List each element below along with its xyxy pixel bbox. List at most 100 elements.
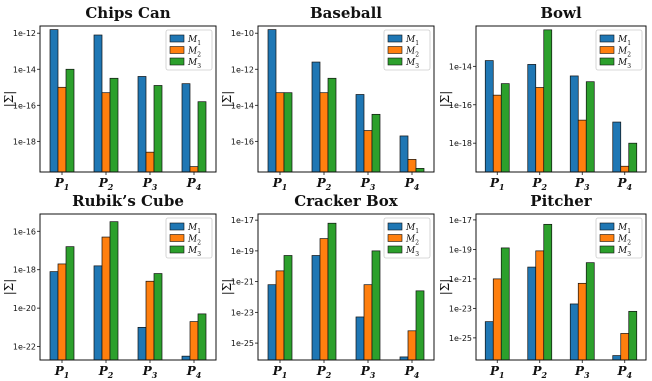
subplot-title: Pitcher — [530, 192, 592, 210]
legend-label: M1 — [405, 223, 419, 235]
bar-m3-p2 — [109, 77, 119, 173]
bar-m2-p3 — [145, 151, 155, 173]
bar-m2-p2 — [319, 238, 329, 361]
bar-m2-p4 — [407, 330, 417, 361]
legend-swatch — [599, 46, 615, 54]
y-tick-label: 1e-14 — [449, 62, 472, 71]
plot-frame — [475, 25, 647, 173]
y-tick-label: 1e-21 — [449, 275, 472, 284]
bar-m3-p4 — [197, 313, 207, 361]
subplot-title: Baseball — [310, 4, 382, 22]
bar-m3-p2 — [327, 77, 337, 173]
legend-swatch — [169, 57, 185, 66]
bar-m2-p1 — [57, 263, 67, 361]
y-tick-label: 1e-12 — [13, 29, 36, 38]
bar-m1-p3 — [355, 316, 365, 361]
legend-swatch — [599, 57, 615, 66]
y-tick-label: 1e-16 — [13, 227, 36, 236]
bar-m2-p3 — [363, 284, 373, 361]
legend-swatch — [169, 245, 185, 254]
bar-m3-p4 — [415, 168, 425, 173]
legend-swatch — [387, 234, 403, 242]
plot-frame — [475, 213, 647, 361]
bar-m2-p4 — [620, 165, 630, 173]
y-tick-label: 1e-18 — [13, 266, 36, 275]
bar-m3-p4 — [197, 101, 207, 173]
bar-m2-p2 — [101, 92, 111, 173]
y-tick-label: 1e-18 — [13, 137, 36, 146]
y-tick-label: 1e-14 — [13, 65, 36, 74]
bar-m2-p4 — [620, 333, 630, 361]
bar-m3-p2 — [543, 29, 553, 173]
legend-label: M1 — [187, 223, 201, 235]
y-tick-label: 1e-16 — [449, 101, 472, 110]
bar-m1-p3 — [137, 326, 147, 361]
y-tick-label: 1e-17 — [231, 216, 254, 225]
y-tick-label: 1e-25 — [231, 339, 254, 348]
y-tick-label: 1e-23 — [231, 308, 254, 317]
legend-swatch — [387, 46, 403, 54]
x-tick-label: P4 — [616, 176, 632, 192]
y-axis-label: |Σ| — [438, 279, 452, 296]
legend-swatch — [599, 222, 615, 231]
bar-m3-p2 — [109, 221, 119, 361]
y-tick-label: 1e-14 — [231, 101, 254, 110]
x-tick-label: P1 — [489, 364, 505, 380]
bar-m2-p1 — [275, 92, 285, 173]
bar-m3-p4 — [415, 290, 425, 361]
bar-m2-p2 — [319, 92, 329, 173]
bar-m1-p3 — [569, 303, 579, 361]
y-tick-label: 1e-19 — [449, 245, 472, 254]
bar-m1-p4 — [399, 135, 409, 173]
bar-m1-p3 — [137, 76, 147, 173]
legend-label: M2 — [617, 47, 631, 59]
legend-label: M1 — [617, 223, 631, 235]
subplot-4: Rubik’s Cube |Σ| 1e-16 1e-18 1e-20 1e-22 P1 P2 P… — [2, 192, 217, 380]
bar-m3-p1 — [500, 83, 510, 173]
legend-swatch — [599, 234, 615, 242]
bar-m2-p1 — [492, 278, 502, 361]
plot-frame — [257, 25, 435, 173]
x-tick-label: P3 — [574, 176, 590, 192]
x-tick-label: P4 — [186, 364, 202, 380]
bar-m1-p2 — [93, 265, 103, 361]
x-tick-label: P4 — [616, 364, 632, 380]
x-tick-label: P1 — [489, 176, 505, 192]
bar-m2-p3 — [577, 119, 587, 173]
legend-swatch — [169, 34, 185, 43]
bar-m1-p2 — [527, 266, 537, 361]
x-tick-label: P3 — [360, 176, 376, 192]
legend-swatch — [169, 46, 185, 54]
subplot-1: Chips Can |Σ| 1e-12 1e-14 1e-16 1e-18 P1 P2 P3 P4… — [2, 4, 217, 192]
bar-m2-p4 — [189, 166, 199, 173]
bar-m3-p4 — [628, 142, 638, 173]
x-tick-label: P1 — [272, 176, 288, 192]
legend-label: M3 — [187, 58, 201, 70]
subplot-title: Cracker Box — [294, 192, 398, 210]
legend-label: M1 — [617, 35, 631, 47]
legend-label: M3 — [617, 246, 631, 258]
x-tick-label: P2 — [316, 364, 332, 380]
y-tick-label: 1e-23 — [449, 304, 472, 313]
y-tick-label: 1e-22 — [13, 343, 36, 352]
x-tick-label: P3 — [142, 176, 158, 192]
x-tick-label: P1 — [272, 364, 288, 380]
x-tick-label: P3 — [360, 364, 376, 380]
y-tick-label: 1e-16 — [13, 101, 36, 110]
bar-m2-p1 — [57, 86, 67, 173]
y-tick-label: 1e-25 — [449, 334, 472, 343]
legend-label: M2 — [405, 235, 419, 247]
bar-m1-p4 — [181, 355, 191, 361]
bar-m3-p1 — [65, 68, 75, 173]
bar-m1-p3 — [569, 75, 579, 173]
x-tick-label: P1 — [54, 176, 70, 192]
bar-m2-p3 — [363, 130, 373, 173]
bar-m3-p3 — [371, 250, 381, 361]
plot-frame — [257, 213, 435, 361]
bar-m3-p2 — [543, 223, 553, 361]
bar-m2-p2 — [535, 250, 545, 361]
